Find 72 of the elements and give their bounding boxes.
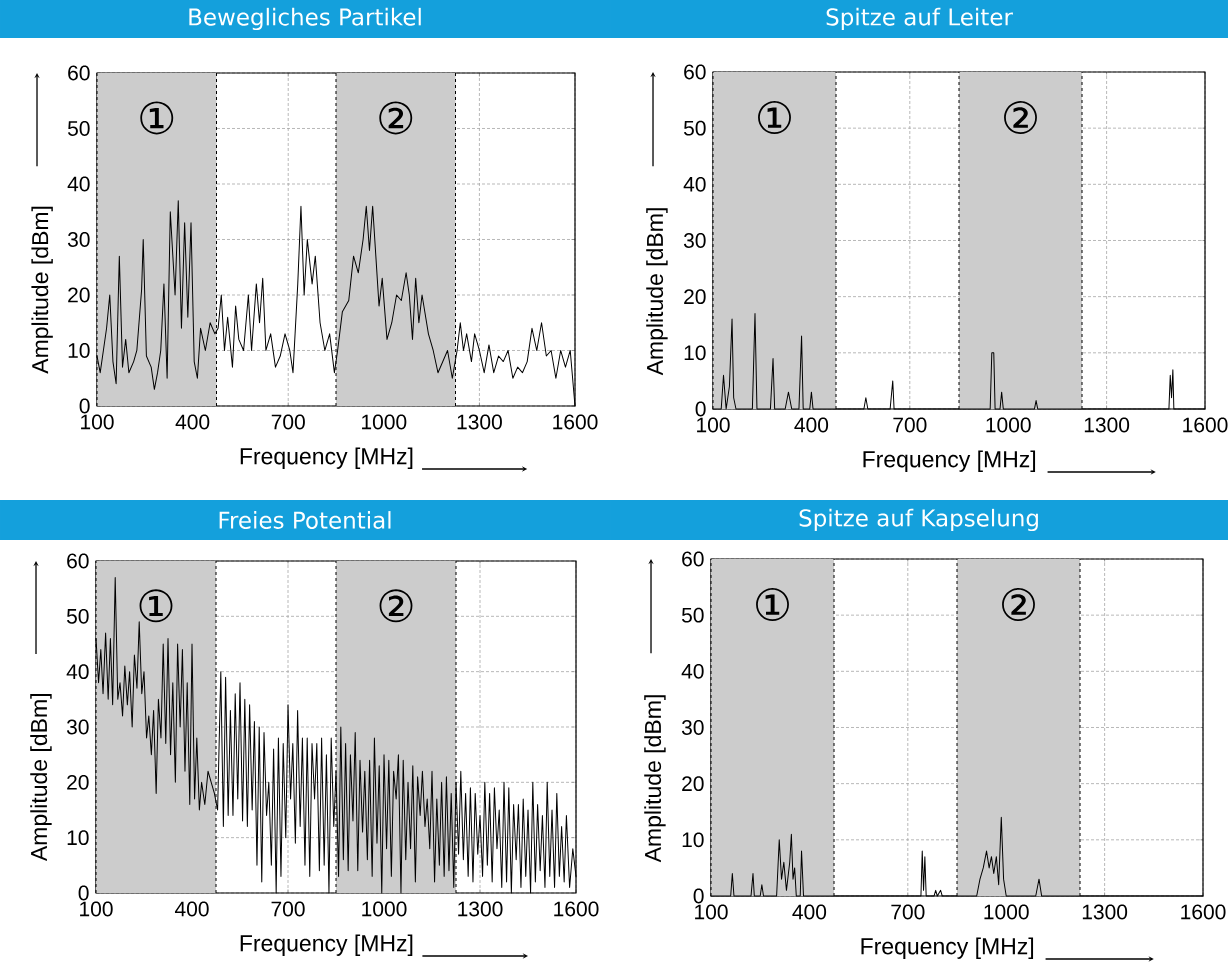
x-tick-label: 1600 [1181, 904, 1226, 920]
x-tick-label: 100 [80, 901, 113, 917]
band-label: ① [139, 589, 173, 623]
x-tick-label: 400 [794, 417, 829, 433]
x-axis-title: Frequency [MHz] [240, 447, 413, 469]
y-axis-title: Amplitude [dBm] [646, 208, 668, 376]
x-tick-label: 100 [695, 904, 728, 920]
y-tick-label: 10 [682, 832, 704, 848]
x-tick-label: 400 [792, 904, 827, 920]
y-tick-label: 0 [693, 888, 704, 904]
y-axis-title: Amplitude [dBm] [30, 694, 52, 862]
x-tick-label: 1300 [1084, 417, 1130, 433]
x-tick-label: 1600 [554, 901, 599, 917]
y-tick-label: 20 [684, 289, 706, 305]
x-tick-label: 700 [893, 417, 927, 433]
y-tick-label: 20 [682, 776, 704, 792]
x-tick-label: 100 [697, 417, 730, 433]
y-tick-label: 10 [684, 345, 706, 361]
x-axis-title: Frequency [MHz] [861, 937, 1034, 959]
chart-title: Spitze auf Leiter [826, 7, 1013, 31]
y-tick-label: 40 [67, 176, 90, 192]
y-tick-label: 0 [79, 398, 90, 414]
band-label: ① [140, 101, 174, 135]
y-tick-label: 60 [68, 65, 90, 81]
y-tick-label: 50 [67, 121, 90, 136]
chart-title: Bewegliches Partikel [189, 7, 421, 31]
band-label: ① [758, 101, 791, 134]
y-tick-label: 0 [78, 885, 89, 901]
band-label: ② [379, 589, 413, 623]
y-tick-label: 40 [681, 663, 704, 679]
band-label: ② [1004, 101, 1037, 134]
y-tick-label: 50 [66, 608, 89, 624]
x-tick-label: 1000 [986, 417, 1031, 433]
band-label: ① [756, 588, 789, 621]
x-axis-title: Frequency [MHz] [240, 934, 413, 956]
y-tick-label: 20 [68, 287, 90, 303]
x-tick-label: 400 [174, 901, 209, 917]
band-label: ② [1002, 588, 1035, 621]
x-tick-label: 400 [175, 414, 210, 430]
x-tick-label: 100 [81, 414, 114, 430]
band-label: ② [379, 101, 413, 135]
y-tick-label: 60 [682, 551, 704, 567]
x-tick-label: 1000 [362, 901, 407, 917]
x-tick-label: 1600 [553, 414, 598, 430]
y-tick-label: 50 [683, 120, 706, 136]
y-tick-label: 60 [684, 64, 706, 80]
y-axis-title: Amplitude [dBm] [31, 206, 53, 374]
chart-title: Freies Potential [219, 511, 391, 529]
y-tick-label: 50 [681, 607, 704, 623]
x-tick-label: 1300 [1082, 904, 1128, 920]
y-tick-label: 0 [695, 401, 706, 417]
y-tick-label: 30 [66, 719, 89, 735]
chart-title: Spitze auf Kapselung [799, 508, 1038, 532]
x-tick-label: 700 [271, 414, 305, 430]
y-tick-label: 30 [681, 720, 704, 735]
x-tick-label: 1300 [458, 901, 503, 917]
y-tick-label: 30 [67, 232, 90, 247]
x-tick-label: 700 [271, 901, 305, 917]
y-tick-label: 10 [68, 343, 90, 358]
y-tick-label: 40 [66, 664, 89, 680]
x-axis-title: Frequency [MHz] [863, 450, 1036, 472]
y-tick-label: 60 [67, 553, 89, 569]
x-tick-label: 700 [891, 904, 925, 920]
y-tick-label: 40 [683, 176, 706, 192]
x-tick-label: 1000 [362, 414, 407, 430]
y-tick-label: 30 [683, 233, 706, 248]
y-tick-label: 10 [67, 830, 89, 846]
x-tick-label: 1600 [1183, 417, 1228, 433]
y-axis-title: Amplitude [dBm] [644, 695, 666, 863]
y-tick-label: 20 [67, 774, 89, 790]
x-tick-label: 1300 [457, 414, 502, 430]
x-tick-label: 1000 [984, 904, 1029, 920]
